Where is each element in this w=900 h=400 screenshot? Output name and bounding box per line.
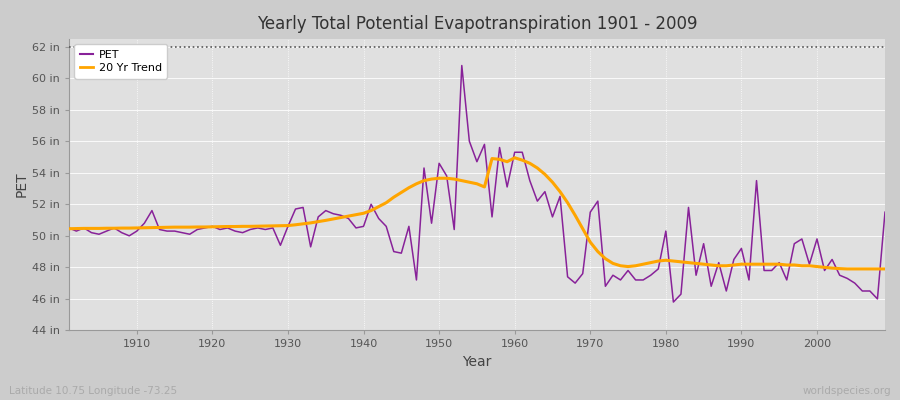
X-axis label: Year: Year [463, 355, 491, 369]
Title: Yearly Total Potential Evapotranspiration 1901 - 2009: Yearly Total Potential Evapotranspiratio… [256, 15, 698, 33]
Text: worldspecies.org: worldspecies.org [803, 386, 891, 396]
Legend: PET, 20 Yr Trend: PET, 20 Yr Trend [75, 44, 167, 79]
Y-axis label: PET: PET [15, 172, 29, 197]
Text: Latitude 10.75 Longitude -73.25: Latitude 10.75 Longitude -73.25 [9, 386, 177, 396]
